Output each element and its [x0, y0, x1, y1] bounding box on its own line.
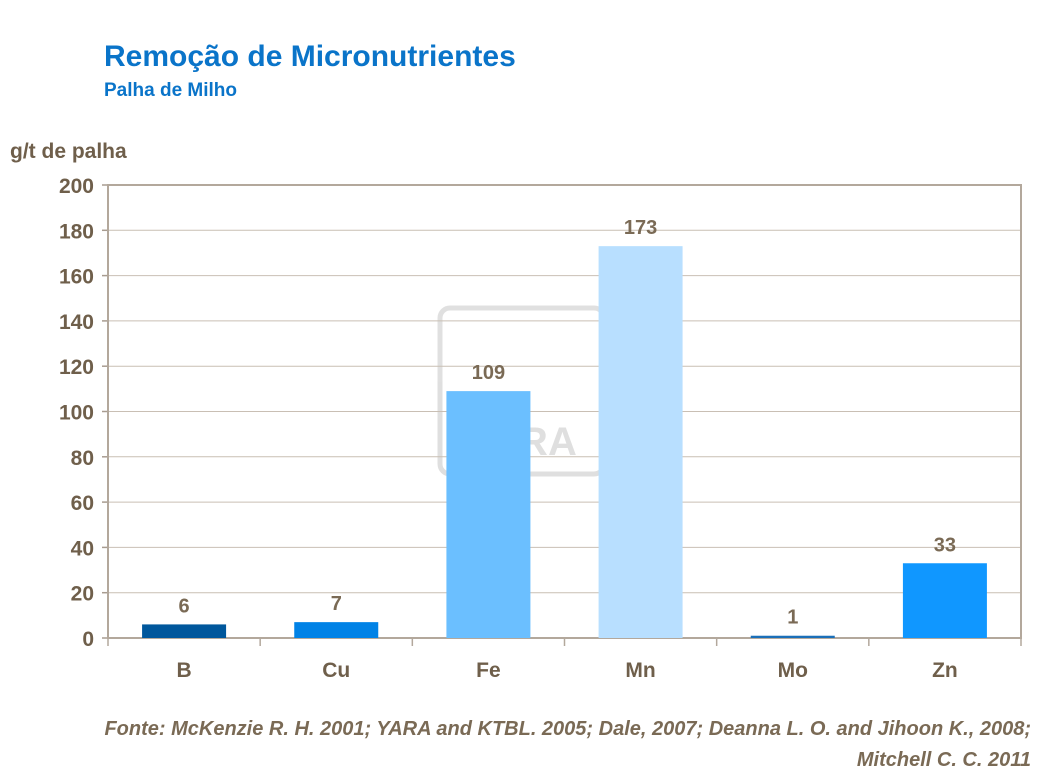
y-tick-label: 200 [59, 175, 94, 198]
y-tick-label: 120 [59, 356, 94, 379]
data-label: 6 [179, 595, 190, 617]
x-tick-label: Zn [932, 659, 958, 682]
bar-mo [750, 635, 835, 638]
data-label: 173 [624, 217, 657, 239]
y-tick-label: 100 [59, 402, 94, 425]
y-tick-label: 40 [71, 537, 94, 560]
data-label: 1 [787, 607, 798, 629]
bar-fe [446, 391, 531, 638]
source-note: Fonte: McKenzie R. H. 2001; YARA and KTB… [104, 718, 1031, 771]
y-tick-label: 140 [59, 311, 94, 334]
x-tick-label: B [176, 659, 191, 682]
bar-b [142, 624, 227, 638]
data-label: 33 [934, 534, 956, 556]
y-tick-label: 20 [71, 583, 94, 606]
bar-mn [598, 246, 683, 638]
data-label: 109 [472, 362, 505, 384]
y-tick-label: 60 [71, 492, 94, 515]
chart-title: Remoção de Micronutrientes [104, 40, 516, 73]
x-tick-label: Mo [778, 659, 808, 682]
y-tick-label: 160 [59, 266, 94, 289]
bar-cu [294, 622, 379, 638]
bar-zn [902, 563, 987, 638]
x-tick-label: Fe [476, 659, 501, 682]
x-tick-label: Cu [322, 659, 350, 682]
x-tick-label: Mn [625, 659, 655, 682]
data-label: 7 [331, 593, 342, 615]
y-tick-label: 180 [59, 220, 94, 243]
y-tick-label: 80 [71, 447, 94, 470]
chart-subtitle: Palha de Milho [104, 80, 238, 101]
y-axis-label: g/t de palha [10, 140, 127, 163]
y-tick-label: 0 [82, 628, 94, 651]
